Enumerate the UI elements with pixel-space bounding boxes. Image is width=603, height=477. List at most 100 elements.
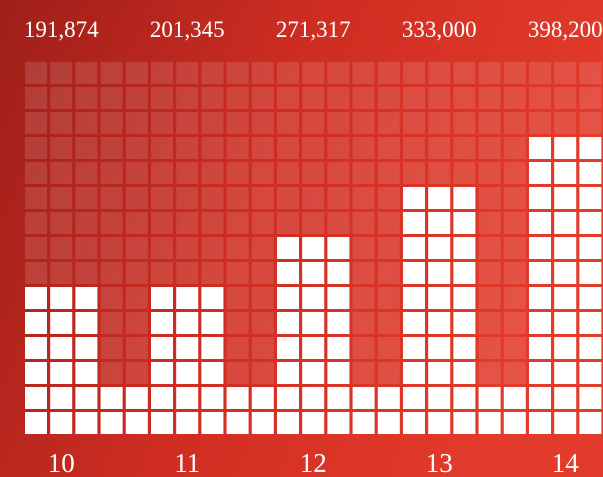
grid-square [327,112,350,134]
grid-square [251,112,274,134]
bar-square [554,187,577,209]
grid-square [428,62,451,84]
grid-square [251,137,274,159]
grid-square [503,112,526,134]
grid-square [352,187,375,209]
bar-square [50,312,73,334]
grid-square [377,187,400,209]
grid-square [503,362,526,384]
grid-square [226,312,249,334]
bar-square [277,237,299,259]
bar-square [529,362,551,384]
value-label: 398,200 [528,17,603,42]
grid-square [25,112,47,134]
grid-square [327,137,350,159]
bar-square [554,137,577,159]
grid-square [100,287,123,309]
grid-square [503,137,526,159]
grid-square [503,162,526,184]
grid-square [554,87,577,109]
grid-square [478,312,501,334]
grid-square [377,287,400,309]
grid-square [75,137,98,159]
base-square [176,387,199,409]
grid-square [352,112,375,134]
grid-square [176,187,199,209]
grid-square [201,87,224,109]
bar-square [403,187,425,209]
grid-square [226,287,249,309]
grid-square [478,112,501,134]
grid-square [226,87,249,109]
grid-square [125,212,148,234]
grid-square [503,87,526,109]
bar-square [554,312,577,334]
grid-square [579,62,602,84]
grid-square [453,137,476,159]
grid-square [352,162,375,184]
bar-square [428,262,451,284]
value-label: 191,874 [24,17,99,42]
bar-square [529,187,551,209]
base-square [453,387,476,409]
grid-square [226,237,249,259]
grid-square [251,62,274,84]
grid-square [201,262,224,284]
grid-square [226,212,249,234]
labels: 191,874 10 201,345 11 271,317 12 333,000 13 398,… [24,17,603,477]
category-label: 10 [48,448,75,477]
bar-square [327,337,350,359]
bar-square [277,337,299,359]
grid-square [176,62,199,84]
base-square [352,387,375,409]
bar-square [453,237,476,259]
bar-square [579,337,602,359]
bar-square [428,337,451,359]
bar-square [277,262,299,284]
grid-square [226,112,249,134]
bar-square [277,312,299,334]
grid-square [503,212,526,234]
grid-square [478,187,501,209]
grid-square [478,337,501,359]
grid-square [352,237,375,259]
grid-square [25,137,47,159]
grid-square [277,162,299,184]
bar-square [277,362,299,384]
grid-square [352,287,375,309]
grid-square [176,162,199,184]
grid-square [100,237,123,259]
bar-square [579,137,602,159]
bar-square [25,287,47,309]
bar-square [428,237,451,259]
base-square [554,387,577,409]
grid-square [503,312,526,334]
bar-square [176,337,199,359]
grid-square [277,187,299,209]
grid-square [377,337,400,359]
grid-square [251,337,274,359]
value-label: 201,345 [150,17,225,42]
bar-square [151,362,173,384]
base-square [377,412,400,434]
base-square [151,412,173,434]
grid-square [327,187,350,209]
grid-square [75,212,98,234]
grid-square [50,87,73,109]
grid-square [428,87,451,109]
bar-square [554,337,577,359]
bar-square [554,262,577,284]
bar-square [302,337,325,359]
bar-square [50,287,73,309]
bar-square [151,287,173,309]
grid-square [377,112,400,134]
grid-square [125,87,148,109]
base-square [151,387,173,409]
base-square [478,412,501,434]
grid-square [50,237,73,259]
grid-square [302,62,325,84]
grid-square [151,262,173,284]
grid-square [75,262,98,284]
grid-square [25,262,47,284]
